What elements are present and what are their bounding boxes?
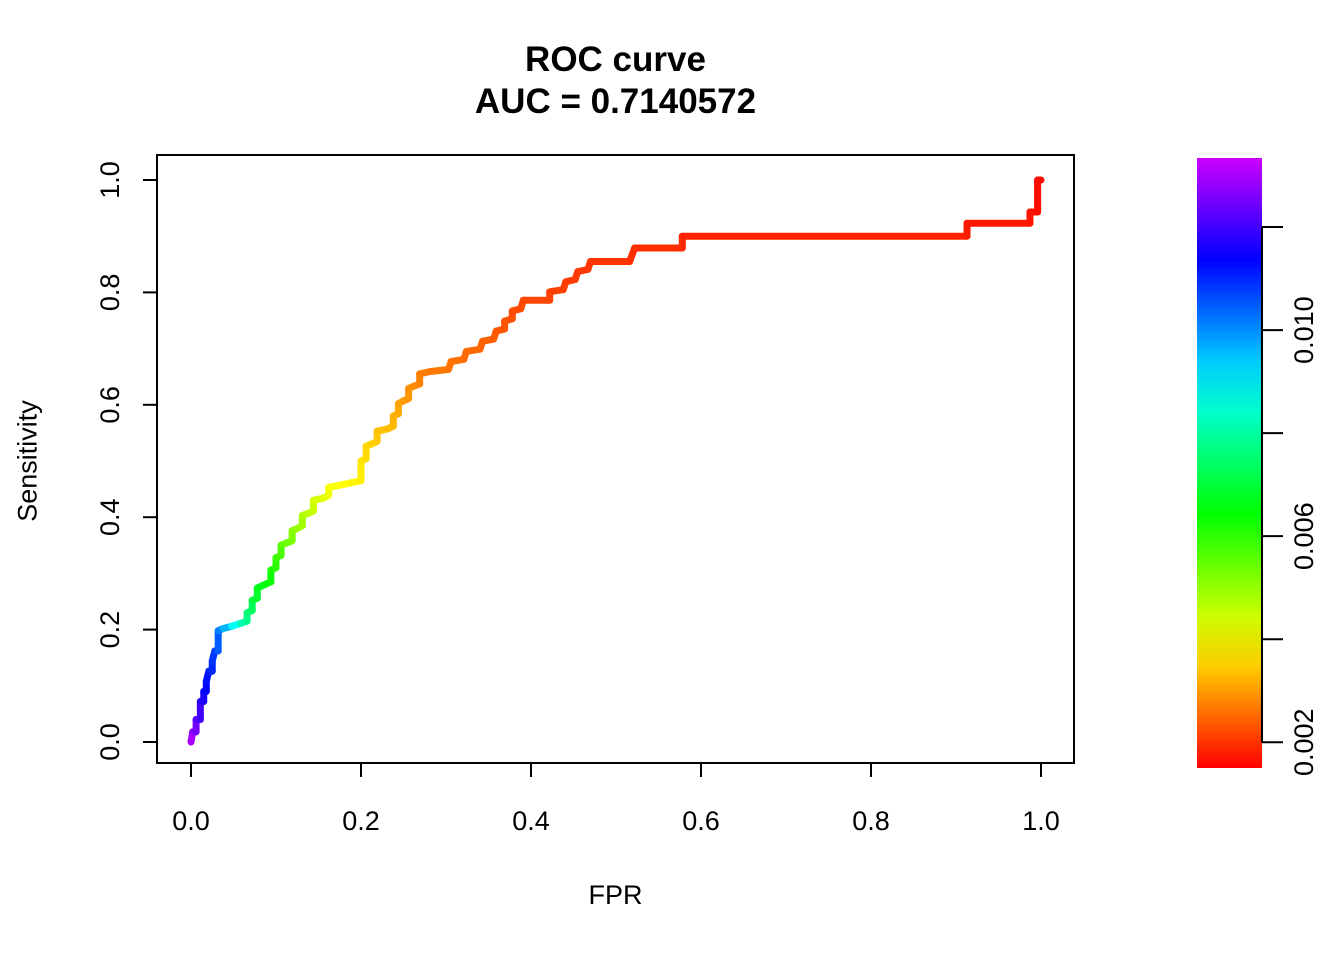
colorbar-tick-label: 0.002	[1289, 708, 1319, 776]
y-tick-label: 0.4	[95, 498, 125, 536]
x-tick-label: 0.6	[682, 806, 720, 836]
y-tick-label: 0.8	[95, 274, 125, 312]
x-tick-label: 0.4	[512, 806, 550, 836]
x-tick-label: 0.8	[852, 806, 890, 836]
plot-frame	[156, 154, 1075, 764]
chart-subtitle: AUC = 0.7140572	[474, 82, 757, 121]
colorbar	[1197, 158, 1262, 768]
colorbar-tick-label: 0.006	[1289, 502, 1319, 570]
y-tick-label: 0.0	[95, 723, 125, 761]
colorbar-tick-label: 0.010	[1289, 296, 1319, 364]
x-tick-label: 0.2	[342, 806, 380, 836]
x-tick-label: 1.0	[1022, 806, 1060, 836]
y-tick-label: 1.0	[95, 161, 125, 199]
chart-title: ROC curve	[525, 40, 706, 79]
y-tick-label: 0.6	[95, 386, 125, 424]
x-tick-label: 0.0	[172, 806, 210, 836]
y-tick-label: 0.2	[95, 611, 125, 649]
x-axis-title: FPR	[588, 880, 643, 910]
